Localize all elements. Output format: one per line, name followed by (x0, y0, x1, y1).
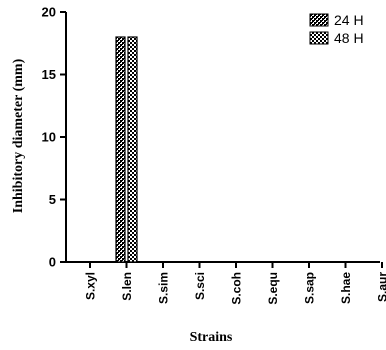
x-tick-label: S.sci (193, 272, 207, 300)
bars (115, 36, 138, 263)
legend-swatch (309, 13, 329, 27)
y-tick-label: 5 (49, 192, 56, 207)
bar-48-h-slen (127, 36, 138, 263)
y-tick-label: 0 (49, 255, 56, 270)
x-tick-label: S.sim (157, 272, 171, 304)
x-axis-title: Strains (190, 330, 233, 345)
x-tick-label: S.hae (339, 272, 353, 304)
legend-label: 48 H (334, 30, 364, 46)
legend-swatch (309, 31, 329, 45)
legend: 24 H 48 H (309, 12, 364, 46)
x-tick-label: S.coh (230, 272, 244, 305)
y-tick-label: 20 (42, 5, 56, 20)
x-axis: S.xyl S.len S.sim S.sci S.coh S.equ S.sap S.hae… (66, 261, 386, 305)
x-tick-label: S.xyl (84, 272, 98, 300)
x-tick-label: S.sap (303, 272, 317, 304)
x-tick-label: S.aur (376, 272, 386, 302)
y-axis-title: Inhibitory diameter (mm) (11, 58, 26, 213)
x-tick-label: S.equ (266, 272, 280, 305)
y-tick-label: 15 (42, 67, 56, 82)
y-tick-label: 10 (42, 130, 56, 145)
bar-24-h-slen (115, 36, 126, 263)
legend-label: 24 H (334, 12, 364, 28)
y-axis: 0 5 10 15 20 (42, 5, 67, 270)
x-tick-label: S.len (120, 272, 134, 301)
